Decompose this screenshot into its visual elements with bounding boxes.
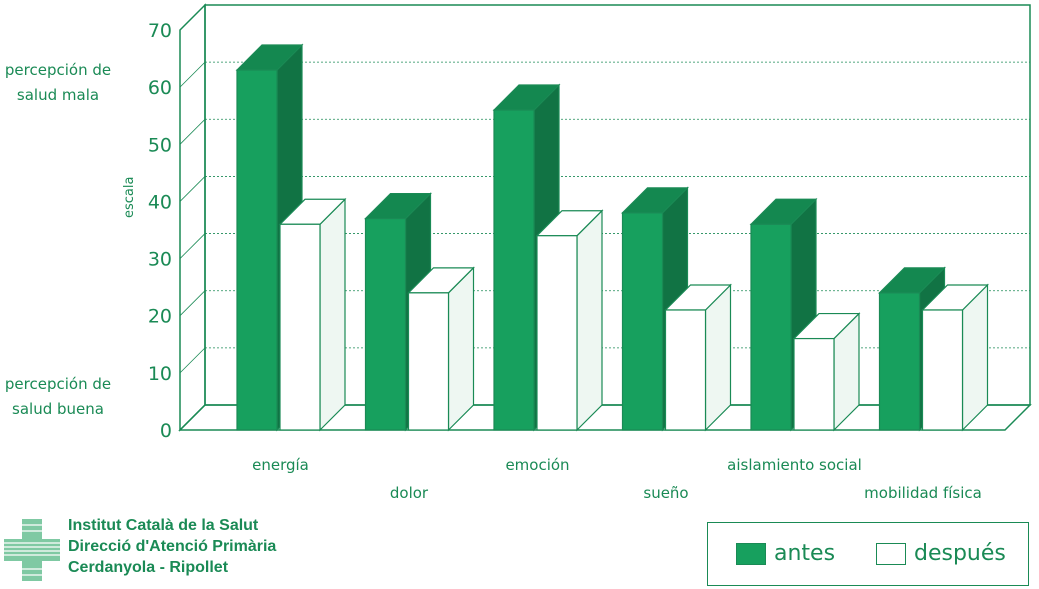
y-tick-label: 50 [148,134,172,156]
annotation-bottom-line1: percepción de [4,375,112,393]
bar-despues [664,283,732,432]
bar-despues-front [921,309,964,431]
bars [235,43,989,432]
floor [178,404,1032,431]
y-tick-label: 20 [148,306,172,328]
logo-text: Institut Català de la Salut Direcció d'A… [68,515,276,578]
bar-despues-front [407,292,450,431]
gridline-side [179,119,206,145]
bar-despues-front [279,223,321,431]
x-axis-labels: energía dolor emoción sueño aislamiento soci… [252,456,982,502]
bar-despues-front [536,235,578,431]
logo-line-3: Cerdanyola - Ripollet [68,559,229,576]
bar-antes-front [364,217,407,431]
bar-despues [792,312,861,432]
x-tick-label: emoción [505,456,569,474]
legend-label-despues: después [914,541,1006,566]
legend-swatch-antes [736,542,766,565]
bar-antes-front [493,109,535,431]
gridline-side [179,61,206,88]
bar-antes-front [750,223,792,431]
y-tick-label: 40 [148,191,172,213]
y-tick-label: 0 [160,420,172,442]
x-tick-label: dolor [390,484,429,502]
gridline-side [179,347,206,374]
gridline-side [179,233,206,259]
logo-line-2: Direcció d'Atenció Primària [68,538,277,555]
x-tick-label: mobilidad física [864,484,982,502]
bar-despues-front [664,309,707,431]
chart-frame [178,3,1032,432]
y-tick-label: 30 [148,249,172,271]
x-tick-label: energía [252,456,309,474]
gridline-side [179,290,206,316]
y-tick-label: 70 [148,20,172,42]
bar-despues-front [793,337,835,431]
x-tick-label: sueño [643,484,688,502]
bar-antes-front [878,292,921,431]
y-tick-label: 10 [148,363,172,385]
legend-swatch-despues [876,542,906,565]
bar-chart: 0 10 20 30 40 50 60 70 energía dolor emoción sueño… [148,3,1032,502]
x-tick-label: aislamiento social [727,456,862,474]
bar-despues-side [319,197,346,432]
legend: antes después [707,522,1029,586]
annotation-top-line1: percepción de [4,61,112,79]
bar-despues-side [576,209,603,432]
annotation-bottom: percepción de salud buena [2,372,114,422]
bar-despues [921,283,989,432]
annotation-top: percepción de salud mala [2,58,114,108]
bar-antes-front [236,69,278,431]
bar-antes-front [621,212,664,431]
annotation-bottom-line2: salud buena [12,400,104,418]
y-axis-ticks: 0 10 20 30 40 50 60 70 [148,20,172,442]
legend-item-despues: después [876,541,1006,566]
bar-despues [535,209,604,432]
bar-despues [278,197,347,432]
legend-item-antes: antes [736,541,835,566]
bar-despues-side [447,266,475,432]
institution-logo: Institut Català de la Salut Direcció d'A… [0,515,300,585]
y-axis-label: escala [122,176,137,218]
left-wall [179,3,206,432]
bar-despues [407,266,475,432]
gridline-side [179,176,206,202]
logo-line-1: Institut Català de la Salut [68,517,259,534]
y-tick-label: 60 [148,77,172,99]
health-cross-icon [4,519,60,581]
annotation-top-line2: salud mala [16,86,100,104]
legend-label-antes: antes [774,541,836,566]
